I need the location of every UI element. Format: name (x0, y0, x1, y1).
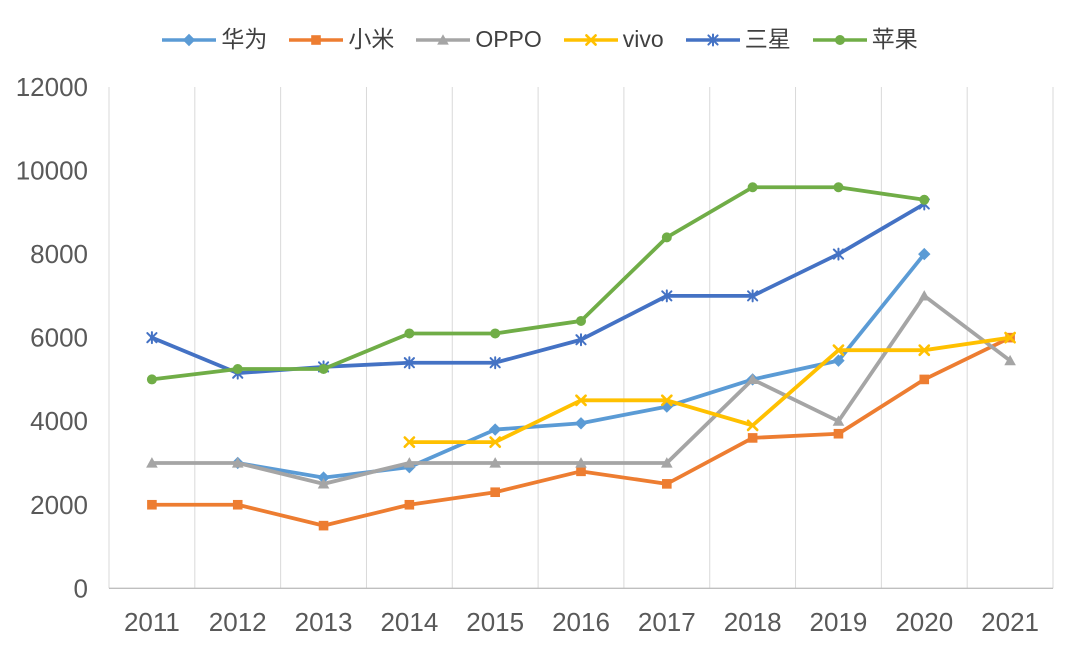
data-point-marker (317, 471, 330, 484)
data-point-marker (832, 415, 845, 426)
data-point-marker (318, 363, 329, 374)
x-tick-label: 2017 (638, 607, 696, 637)
y-tick-label: 2000 (30, 490, 88, 520)
data-point-marker (231, 457, 244, 468)
x-tick-label: 2013 (295, 607, 353, 637)
x-tick-label: 2014 (380, 607, 438, 637)
data-point-marker (832, 344, 845, 357)
data-point-marker (919, 194, 930, 205)
series-line-vivo (407, 335, 1012, 444)
data-point-marker (919, 374, 930, 385)
data-point-marker (489, 356, 501, 370)
x-tick-label: 2011 (124, 607, 180, 637)
data-point-marker (404, 328, 415, 339)
data-point-marker (574, 417, 588, 430)
data-point-marker (489, 436, 502, 448)
data-point-marker (146, 457, 158, 468)
data-point-marker (918, 344, 931, 357)
data-point-marker (575, 457, 587, 468)
x-tick-label: 2019 (810, 607, 868, 637)
x-tick-label: 2015 (466, 607, 524, 637)
x-tick-label: 2018 (724, 607, 782, 637)
x-tick-label: 2012 (209, 607, 267, 637)
data-point-marker (747, 182, 758, 193)
data-point-marker (489, 457, 501, 468)
data-point-marker (832, 247, 845, 261)
data-point-marker (490, 487, 500, 498)
y-tick-label: 10000 (16, 156, 88, 186)
y-tick-label: 12000 (16, 72, 88, 102)
data-point-marker (490, 328, 501, 339)
data-point-marker (403, 356, 415, 370)
data-point-marker (575, 333, 587, 347)
data-point-marker (660, 400, 674, 413)
data-point-marker (147, 499, 157, 510)
data-point-marker (403, 436, 416, 448)
data-point-marker (661, 457, 673, 468)
data-point-marker (746, 373, 759, 385)
y-tick-label: 4000 (30, 406, 88, 436)
y-tick-label: 6000 (30, 323, 88, 353)
data-point-marker (232, 499, 243, 510)
y-tick-label: 0 (74, 573, 88, 603)
series-line-苹果 (150, 185, 927, 382)
data-point-marker (660, 394, 673, 407)
x-tick-label: 2021 (981, 607, 1039, 637)
data-point-marker (403, 457, 416, 468)
data-point-marker (404, 499, 415, 510)
y-tick-label: 8000 (30, 239, 88, 269)
data-point-marker (318, 520, 329, 531)
data-point-marker (488, 423, 502, 436)
data-point-marker (232, 363, 243, 374)
x-tick-label: 2016 (552, 607, 610, 637)
data-point-marker (747, 433, 758, 443)
data-point-marker (576, 315, 586, 326)
data-point-marker (575, 394, 587, 407)
data-point-marker (1004, 331, 1016, 344)
data-point-marker (661, 289, 673, 303)
data-point-marker (1004, 354, 1016, 366)
data-point-marker (918, 290, 931, 301)
data-point-marker (146, 374, 157, 385)
data-point-marker (146, 331, 158, 345)
data-point-marker (832, 354, 845, 367)
data-point-marker (576, 466, 586, 477)
data-point-marker (833, 182, 844, 193)
data-point-marker (661, 232, 672, 243)
x-tick-label: 2020 (895, 607, 953, 637)
data-point-marker (746, 419, 759, 432)
data-point-marker (918, 247, 931, 261)
data-point-marker (662, 479, 672, 489)
data-point-marker (317, 478, 330, 489)
data-point-marker (833, 428, 844, 439)
data-point-marker (747, 289, 759, 303)
